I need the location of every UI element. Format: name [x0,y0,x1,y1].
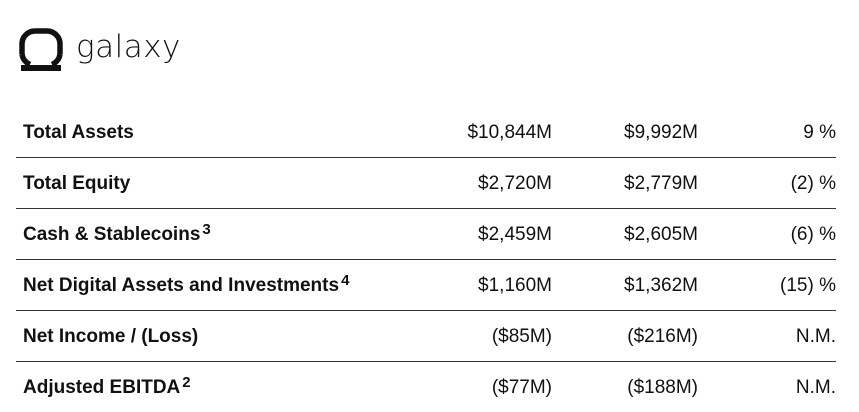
galaxy-logo-icon [19,28,63,71]
row-label: Adjusted EBITDA 2 [23,374,191,398]
footnote-marker: 3 [202,221,211,238]
current-value: $1,160M [478,275,552,296]
table-row: Net Income / (Loss) ($85M) ($216M) N.M. [16,311,836,362]
table-row: Net Digital Assets and Investments 4 $1,1… [16,260,836,311]
current-value: ($77M) [491,377,552,398]
current-value: ($85M) [491,326,552,347]
footnote-marker: 2 [182,374,191,391]
current-value: $2,459M [478,224,552,245]
financial-summary-table: Total Assets $10,844M $9,992M 9 % Total … [16,107,836,412]
row-label: Total Equity [23,173,131,194]
row-label: Cash & Stablecoins 3 [23,221,211,245]
brand-name: galaxy [76,29,181,65]
change-value: N.M. [795,377,836,398]
table-row: Total Assets $10,844M $9,992M 9 % [16,107,836,158]
prior-value: $2,605M [624,224,698,245]
current-value: $2,720M [478,173,552,194]
table-row: Cash & Stablecoins 3 $2,459M $2,605M (6) … [16,209,836,260]
prior-value: $2,779M [624,173,698,194]
prior-value: $9,992M [624,122,698,143]
current-value: $10,844M [467,122,552,143]
change-value: (6) % [790,224,836,245]
change-value: (2) % [790,173,836,194]
galaxy-logo: galaxy [18,28,181,72]
change-value: (15) % [780,275,836,296]
footnote-marker: 4 [341,272,350,289]
prior-value: ($188M) [627,377,698,398]
change-value: N.M. [795,326,836,347]
table-row: Adjusted EBITDA 2 ($77M) ($188M) N.M. [16,362,836,412]
change-value: 9 % [803,122,836,143]
table-row: Total Equity $2,720M $2,779M (2) % [16,158,836,209]
prior-value: ($216M) [627,326,698,347]
row-label: Net Income / (Loss) [23,326,199,347]
prior-value: $1,362M [624,275,698,296]
row-label: Total Assets [23,122,134,143]
row-label: Net Digital Assets and Investments 4 [23,272,350,296]
